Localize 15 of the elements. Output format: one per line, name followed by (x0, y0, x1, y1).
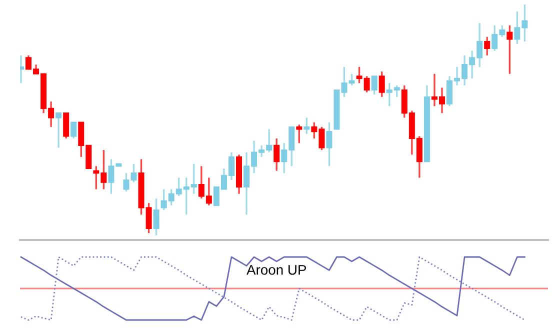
candlestick (123, 172, 130, 192)
candlestick (70, 121, 77, 140)
candlestick (378, 70, 385, 98)
candlestick (56, 112, 62, 149)
candlestick (326, 121, 332, 167)
candlestick (296, 124, 302, 144)
candlestick (63, 112, 70, 140)
candlestick (130, 163, 137, 184)
candlestick (274, 138, 280, 172)
candlestick (506, 24, 513, 75)
candlestick (304, 116, 310, 135)
candlestick (153, 198, 160, 236)
candlestick (484, 36, 490, 56)
series-label: Aroon UP (246, 265, 306, 275)
candlestick (371, 75, 378, 96)
